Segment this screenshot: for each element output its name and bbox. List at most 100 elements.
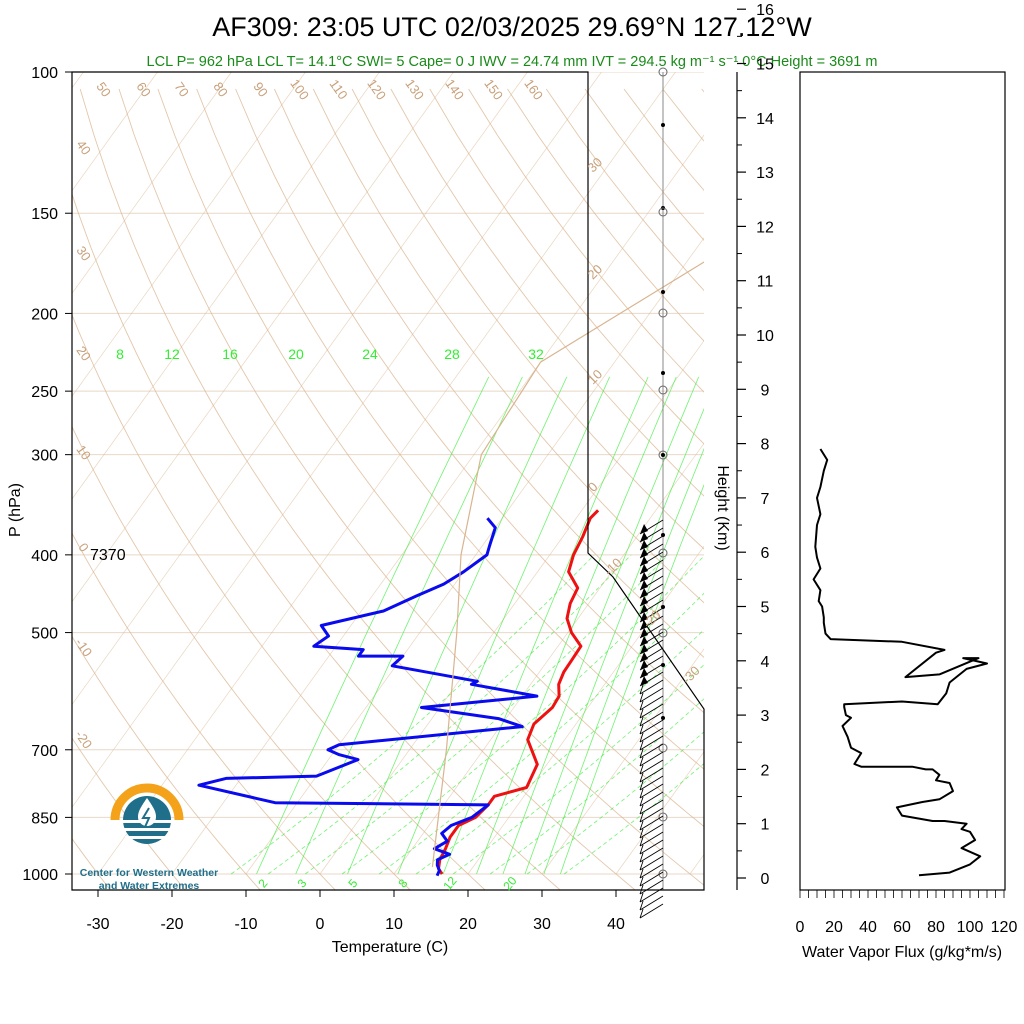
wind-barb xyxy=(639,783,664,799)
wind-barb xyxy=(639,903,664,919)
adiabat-label: 40 xyxy=(73,137,94,157)
dry-adiabat xyxy=(390,88,704,497)
wind-barb xyxy=(639,759,664,775)
dry-adiabat xyxy=(468,88,704,393)
mixing-ratio-label: 16 xyxy=(222,346,238,362)
wind-barb-feather xyxy=(639,780,644,791)
dry-adiabat xyxy=(235,88,704,714)
height-tick-label: 1 xyxy=(761,817,770,834)
height-tick-label: 14 xyxy=(756,111,774,128)
wind-barb-feather xyxy=(639,724,644,735)
adiabat-label: 80 xyxy=(210,79,231,99)
wind-barb-feather xyxy=(639,828,644,839)
wind-barb xyxy=(639,775,664,791)
mixing-ratio-line xyxy=(476,376,677,875)
y-tick-label: 850 xyxy=(31,810,58,827)
height-tick-label: 6 xyxy=(761,545,770,562)
height-tick-label: 16 xyxy=(756,2,774,19)
wind-barb-feather xyxy=(639,732,644,743)
height-tick-label: 11 xyxy=(757,274,774,291)
wind-barb-feather xyxy=(639,700,644,711)
y-tick-label: 700 xyxy=(31,743,58,760)
flux-ticks: 0 20 40 60 80 100 120 xyxy=(796,890,1018,936)
wind-calm-circle xyxy=(658,628,668,638)
isotherm-line xyxy=(72,72,602,808)
mixing-ratio-line xyxy=(502,376,700,875)
wind-barb-flag xyxy=(640,532,649,542)
wind-barb-flag xyxy=(640,572,649,582)
wind-barb-feather xyxy=(639,788,644,799)
mixing-ratio-line xyxy=(397,376,610,875)
wind-barb xyxy=(639,895,664,911)
height-axis-label: Height (Km) xyxy=(714,465,731,550)
isotherm-line xyxy=(541,648,704,875)
height-tick-label: 0 xyxy=(761,871,770,888)
wind-barb xyxy=(639,823,664,839)
isotherm-line xyxy=(764,72,1024,874)
x-tick-label: 0 xyxy=(316,916,325,933)
adiabat-label: -30 xyxy=(679,663,703,687)
wind-barb xyxy=(639,735,664,751)
height-tick-label: 13 xyxy=(756,165,774,182)
wind-barb-feather xyxy=(639,852,644,863)
moist-adiabat xyxy=(489,698,704,875)
wind-barb-flag xyxy=(640,524,649,534)
wind-calm-circle xyxy=(658,67,668,77)
wind-barb-feather xyxy=(639,900,644,911)
moist-adiabat xyxy=(526,731,704,875)
adiabat-label: 160 xyxy=(521,76,546,102)
wind-barb-feather xyxy=(639,812,644,823)
wind-barb-flag xyxy=(640,588,649,598)
y-tick-label: 1000 xyxy=(22,867,58,884)
wind-barb xyxy=(639,863,664,879)
wind-dot xyxy=(661,371,665,375)
dry-adiabat xyxy=(72,635,261,890)
wind-barb-flag xyxy=(640,620,649,630)
adiabat-label: -10 xyxy=(72,635,95,659)
wind-dot xyxy=(661,663,665,667)
dry-adiabat xyxy=(429,88,704,445)
x-tick-label: 20 xyxy=(459,916,477,933)
wind-barb-flag xyxy=(640,644,649,654)
mixing-ratio-line xyxy=(543,447,704,875)
mixing-ratio-label: 24 xyxy=(362,346,378,362)
wind-barb xyxy=(639,703,664,719)
dry-adiabat xyxy=(72,313,486,890)
wind-barb xyxy=(639,679,664,695)
x-tick-label: 40 xyxy=(607,916,625,933)
mixing-ratio-line xyxy=(524,407,704,875)
wind-barb-flag xyxy=(640,660,649,670)
series-water-vapor-flux xyxy=(812,448,988,877)
wind-barb-flag xyxy=(640,604,649,614)
series-dewpoint xyxy=(197,517,539,877)
moist-adiabat xyxy=(267,554,632,875)
wind-barb xyxy=(639,855,664,871)
wind-barb xyxy=(639,719,664,735)
adiabat-label: 100 xyxy=(287,76,312,102)
moist-adiabat xyxy=(304,554,669,875)
y-tick-label: 250 xyxy=(31,384,58,401)
dry-adiabat xyxy=(79,88,636,890)
series-parcel xyxy=(431,261,704,868)
flux-panel: 0 20 40 60 80 100 120 xyxy=(796,71,1018,936)
wind-dot xyxy=(661,605,665,609)
dry-adiabat xyxy=(545,88,704,292)
wind-barb-flag xyxy=(640,676,649,686)
flux-tick-label: 120 xyxy=(991,919,1018,936)
height-tick-label: 12 xyxy=(756,219,774,236)
isotherm-line xyxy=(0,72,9,874)
wind-dot xyxy=(661,453,665,457)
flux-tick-label: 40 xyxy=(859,919,877,936)
adiabat-label: 70 xyxy=(171,79,192,99)
mixing-ratio-label: 8 xyxy=(116,346,124,362)
flux-series xyxy=(812,448,988,877)
y-tick-label: 500 xyxy=(31,626,58,643)
mixing-ratio-line xyxy=(256,376,490,875)
height-tick-label: 3 xyxy=(761,708,770,725)
dry-adiabat xyxy=(196,88,704,770)
height-tick-label: 5 xyxy=(761,600,770,617)
adiabat-label: 10 xyxy=(73,442,94,462)
x-tick-label: 10 xyxy=(385,916,403,933)
mixing-ratio-label: 12 xyxy=(164,346,180,362)
